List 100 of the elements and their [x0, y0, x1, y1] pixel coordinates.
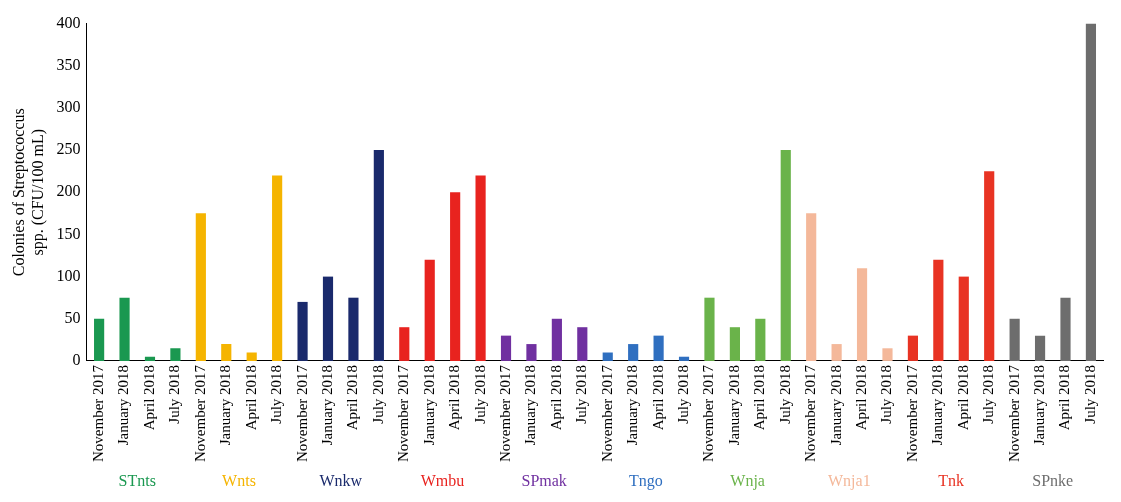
- x-tick-label: July 2018: [573, 364, 590, 424]
- text: SPnke: [1032, 472, 1074, 490]
- text: STnts: [118, 472, 156, 490]
- bar: [322, 276, 334, 361]
- text: Wnja1: [828, 472, 871, 491]
- y-tick-label: 150: [56, 224, 81, 242]
- text: Tngo: [628, 472, 663, 491]
- bar: [704, 297, 715, 361]
- x-tick-label: April 2018: [344, 364, 361, 431]
- y-tick-label: 0: [72, 351, 81, 369]
- bar: [1085, 23, 1097, 361]
- x-tick-label: April 2018: [751, 364, 768, 431]
- x-tick-label: November 2017: [395, 364, 412, 462]
- x-tick-label: November 2017: [700, 364, 717, 462]
- bar: [170, 348, 181, 361]
- text: Wnja: [730, 472, 765, 491]
- y-tick-label: 300: [56, 98, 81, 116]
- bar: [94, 318, 105, 361]
- x-tick-label: November 2017: [598, 364, 615, 462]
- x-tick-label: November 2017: [903, 364, 920, 462]
- x-tick-label: January 2018: [318, 364, 335, 446]
- x-tick-label: July 2018: [980, 364, 997, 424]
- bar: [755, 318, 766, 361]
- y-tick-label: 250: [56, 140, 81, 158]
- bar: [653, 335, 664, 361]
- bar: [958, 276, 969, 361]
- bar: [678, 356, 690, 361]
- text: Wmbu: [420, 472, 465, 490]
- x-tick-label: January 2018: [929, 364, 946, 446]
- text: Wnts: [222, 472, 256, 490]
- bar: [475, 175, 486, 361]
- y-axis-title: Colonies of Streptococcus spp. (CFU/100 mL): [9, 108, 47, 277]
- x-tick-label: January 2018: [217, 364, 234, 446]
- x-tick-label: April 2018: [547, 364, 564, 431]
- x-tick-label: April 2018: [242, 364, 259, 431]
- bar: [806, 213, 817, 361]
- y-tick-label: 100: [56, 266, 81, 284]
- bar: [1060, 297, 1071, 361]
- x-tick-label: January 2018: [827, 364, 844, 446]
- bar: [933, 259, 944, 361]
- x-tick-label: November 2017: [1005, 364, 1022, 462]
- text: Tnk: [938, 472, 964, 490]
- x-tick-label: January 2018: [522, 364, 539, 446]
- x-tick-label: January 2018: [624, 364, 641, 446]
- bar: [780, 150, 791, 361]
- bar: [424, 259, 435, 361]
- x-tick-label: January 2018: [115, 364, 132, 446]
- x-tick-label: April 2018: [852, 364, 869, 431]
- x-tick-label: November 2017: [802, 364, 819, 462]
- bar: [729, 327, 740, 361]
- x-tick-label: November 2017: [191, 364, 208, 462]
- x-tick-label: January 2018: [420, 364, 437, 446]
- bar: [272, 175, 283, 361]
- bar: [628, 344, 639, 361]
- x-tick-label: July 2018: [166, 364, 183, 424]
- x-tick-label: July 2018: [1081, 364, 1098, 424]
- x-tick-label: November 2017: [496, 364, 513, 462]
- bar: [882, 348, 893, 361]
- text: SPmak: [521, 472, 567, 490]
- bar: [831, 344, 842, 361]
- bar: [373, 150, 384, 361]
- x-tick-label: July 2018: [674, 364, 691, 424]
- x-tick-label: January 2018: [725, 364, 742, 446]
- x-tick-label: April 2018: [1056, 364, 1073, 431]
- x-tick-label: April 2018: [446, 364, 463, 431]
- x-tick-label: July 2018: [471, 364, 488, 424]
- bar: [984, 171, 995, 361]
- x-tick-label: July 2018: [878, 364, 895, 424]
- y-tick-label: 50: [64, 308, 81, 326]
- y-tick-label: 350: [56, 55, 81, 73]
- x-tick-label: April 2018: [140, 364, 157, 431]
- bar: [1009, 318, 1020, 361]
- bar: [195, 213, 206, 361]
- text: Wnkw: [319, 472, 363, 490]
- bar: [577, 327, 588, 361]
- bar: [500, 335, 512, 361]
- y-tick-label: 400: [56, 13, 81, 31]
- x-tick-label: April 2018: [954, 364, 971, 431]
- x-tick-label: July 2018: [776, 364, 793, 424]
- bar: [856, 268, 868, 361]
- x-tick-label: November 2017: [293, 364, 310, 462]
- bar: [450, 192, 461, 361]
- bar: [221, 344, 232, 361]
- bar: [144, 356, 156, 361]
- bar: [246, 352, 257, 361]
- x-tick-label: July 2018: [369, 364, 386, 424]
- bar: [551, 318, 562, 361]
- bar: [526, 344, 537, 361]
- bar: [119, 297, 130, 361]
- bar: [602, 352, 613, 361]
- bar: [399, 327, 410, 361]
- x-tick-label: April 2018: [649, 364, 666, 431]
- x-tick-label: January 2018: [1031, 364, 1047, 446]
- x-tick-label: July 2018: [268, 364, 285, 424]
- y-tick-label: 200: [56, 182, 81, 200]
- bar: [1034, 335, 1046, 361]
- bar: [297, 301, 308, 361]
- bar: [348, 297, 359, 361]
- bar: [907, 335, 918, 361]
- x-tick-label: November 2017: [90, 364, 107, 462]
